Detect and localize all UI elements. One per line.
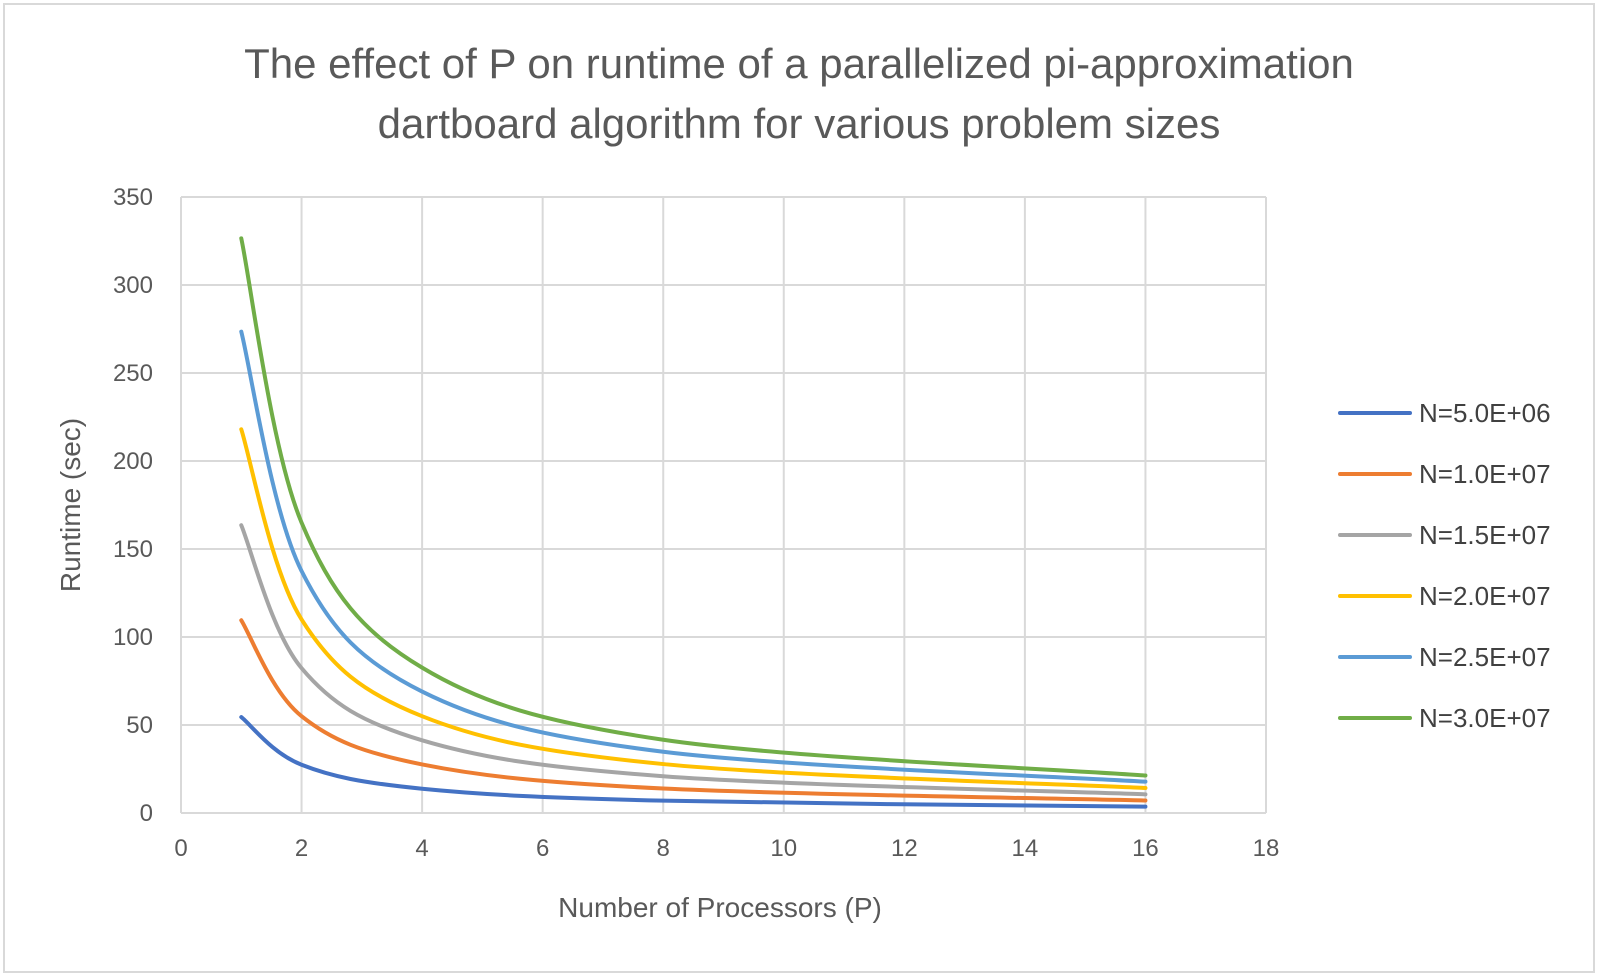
y-tick-label: 50	[126, 712, 153, 739]
legend: N=5.0E+06 N=1.0E+07 N=1.5E+07 N=2.0E+07 N=2.…	[1338, 398, 1551, 733]
y-axis-label: Runtime (sec)	[55, 418, 86, 592]
series-lines	[239, 236, 1148, 809]
tick-labels: 0 50 100 150 200 250 300 350 0 2 4 6 8 10 12 14 16 18	[113, 184, 1279, 862]
y-tick-label: 350	[113, 184, 153, 211]
x-tick-label: 14	[1012, 835, 1039, 862]
x-tick-label: 8	[657, 835, 670, 862]
series-line-4	[239, 427, 1148, 791]
y-tick-label: 0	[140, 800, 153, 827]
series-line-1	[239, 715, 1148, 809]
legend-label: N=3.0E+07	[1419, 703, 1551, 733]
chart-border	[3, 3, 1595, 973]
grid	[180, 196, 1267, 814]
x-tick-label: 18	[1253, 835, 1280, 862]
x-tick-label: 2	[295, 835, 308, 862]
x-tick-label: 4	[415, 835, 428, 862]
legend-label: N=2.5E+07	[1419, 642, 1551, 672]
x-tick-label: 0	[174, 835, 187, 862]
chart-title-line-2: dartboard algorithm for various problem …	[378, 100, 1221, 147]
series-line-5	[239, 329, 1148, 784]
y-tick-label: 150	[113, 536, 153, 563]
legend-label: N=1.5E+07	[1419, 520, 1551, 550]
y-tick-label: 100	[113, 624, 153, 651]
chart-title-line-1: The effect of P on runtime of a parallel…	[244, 40, 1354, 87]
x-tick-label: 10	[770, 835, 797, 862]
legend-label: N=2.0E+07	[1419, 581, 1551, 611]
x-tick-label: 12	[891, 835, 918, 862]
y-tick-label: 300	[113, 272, 153, 299]
y-tick-label: 250	[113, 360, 153, 387]
series-line-3	[239, 523, 1148, 797]
series-line-2	[239, 618, 1148, 803]
series-line-6	[239, 236, 1148, 778]
legend-label: N=1.0E+07	[1419, 459, 1551, 489]
legend-label: N=5.0E+06	[1419, 398, 1551, 428]
x-axis-label: Number of Processors (P)	[558, 892, 882, 923]
y-tick-label: 200	[113, 448, 153, 475]
x-tick-label: 16	[1132, 835, 1159, 862]
x-tick-label: 6	[536, 835, 549, 862]
